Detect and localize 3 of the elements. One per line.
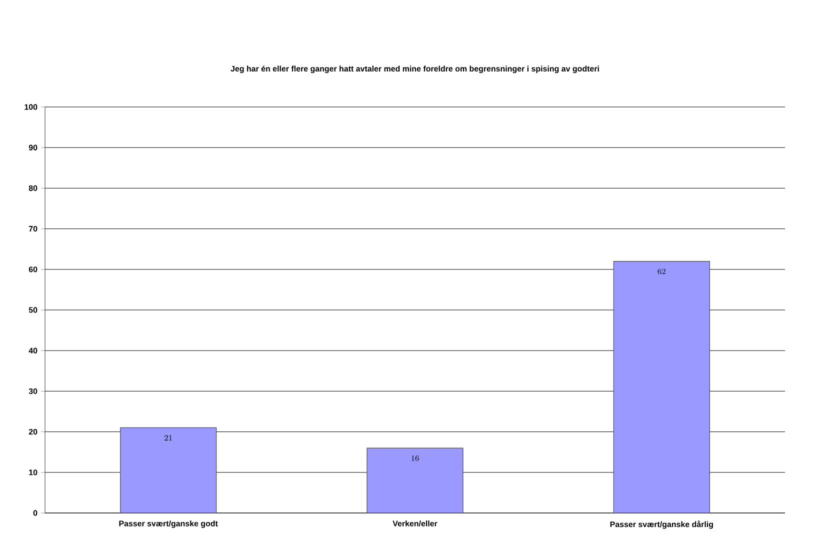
bar (120, 427, 217, 513)
bar (366, 448, 464, 513)
bar (613, 260, 710, 513)
